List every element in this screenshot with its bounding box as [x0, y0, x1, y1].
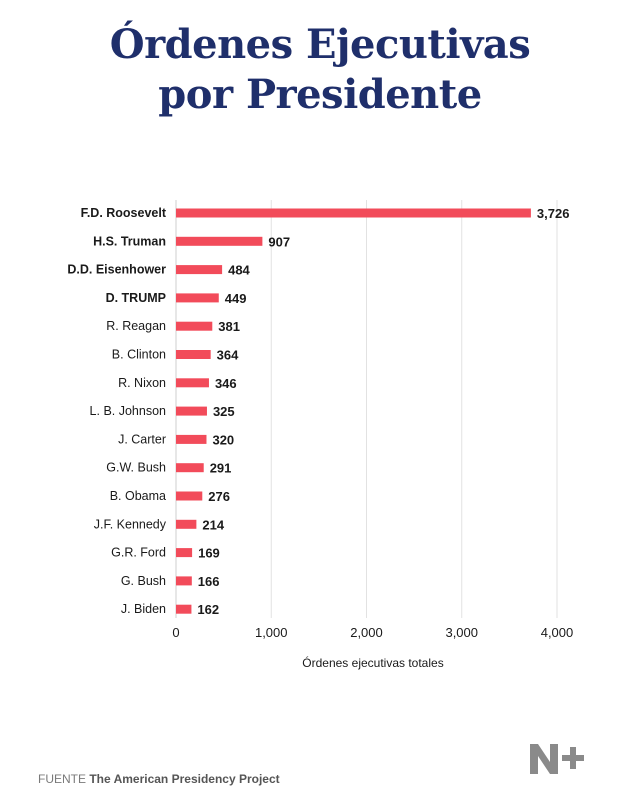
- bar: [176, 350, 211, 359]
- data-label: 484: [228, 263, 250, 278]
- bar: [176, 236, 263, 246]
- category-label: R. Nixon: [118, 376, 166, 390]
- x-axis-label: Órdenes ejecutivas totales: [302, 655, 443, 670]
- category-label: G.W. Bush: [106, 461, 166, 475]
- chart-title: Órdenes Ejecutivas por Presidente: [0, 20, 640, 120]
- bar: [176, 576, 192, 586]
- bar: [176, 406, 207, 416]
- category-label: F.D. Roosevelt: [81, 206, 167, 220]
- category-label: G.R. Ford: [111, 546, 166, 560]
- x-tick-label: 3,000: [445, 625, 478, 640]
- title-line-2: por Presidente: [158, 71, 482, 118]
- category-label: G. Bush: [121, 574, 166, 588]
- source-prefix: FUENTE: [38, 772, 86, 786]
- x-tick-label: 1,000: [255, 625, 288, 640]
- category-label: J.F. Kennedy: [94, 517, 167, 531]
- bar-chart: F.D. Roosevelt 3,726 H.S. Truman 907 D.D. Ei…: [67, 200, 574, 670]
- data-label: 3,726: [537, 206, 570, 221]
- data-label: 364: [217, 348, 239, 363]
- category-label: H.S. Truman: [93, 234, 166, 248]
- category-label: L. B. Johnson: [90, 404, 166, 418]
- source-footer: FUENTE The American Presidency Project: [38, 772, 280, 786]
- data-label: 214: [202, 517, 224, 532]
- bar: [176, 321, 213, 331]
- bar: [176, 463, 204, 473]
- bar: [176, 548, 193, 558]
- bar: [176, 604, 192, 614]
- category-label: J. Carter: [118, 432, 166, 446]
- x-tick-label: 0: [172, 625, 179, 640]
- x-tick-label: 2,000: [350, 625, 383, 640]
- data-label: 346: [215, 376, 237, 391]
- data-label: 169: [198, 546, 220, 561]
- data-label: 381: [218, 319, 240, 334]
- bar: [176, 208, 531, 218]
- bar: [176, 265, 223, 275]
- x-tick-label: 4,000: [541, 625, 574, 640]
- title-line-1: Órdenes Ejecutivas: [109, 21, 531, 68]
- category-label: B. Obama: [110, 489, 166, 503]
- data-label: 907: [268, 234, 290, 249]
- data-label: 276: [208, 489, 230, 504]
- category-label: D.D. Eisenhower: [67, 263, 166, 277]
- bar: [176, 434, 207, 444]
- bar: [176, 293, 219, 303]
- bar: [176, 491, 203, 501]
- n-plus-logo-icon: [530, 744, 584, 774]
- category-label: D. TRUMP: [106, 291, 166, 305]
- source-name: The American Presidency Project: [89, 772, 280, 786]
- data-label: 449: [225, 291, 247, 306]
- category-label: J. Biden: [121, 602, 166, 616]
- category-label: B. Clinton: [112, 348, 166, 362]
- bar: [176, 519, 197, 529]
- data-label: 166: [198, 574, 220, 589]
- data-label: 291: [210, 461, 232, 476]
- data-label: 325: [213, 404, 235, 419]
- data-label: 162: [197, 602, 219, 617]
- bar: [176, 378, 209, 388]
- data-label: 320: [212, 432, 234, 447]
- category-label: R. Reagan: [106, 319, 166, 333]
